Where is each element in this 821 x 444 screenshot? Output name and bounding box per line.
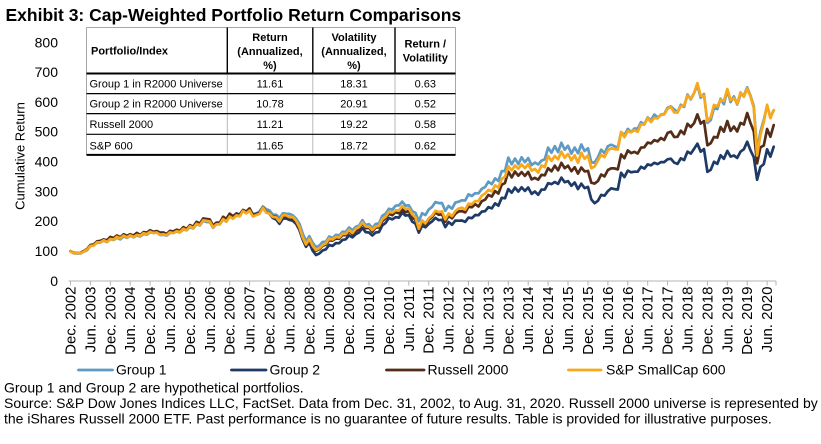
svg-text:0.63: 0.63 (415, 79, 436, 91)
svg-text:18.31: 18.31 (340, 79, 368, 91)
svg-text:700: 700 (35, 64, 59, 80)
svg-text:Jun. 2006: Jun. 2006 (202, 287, 219, 353)
svg-text:(Annualized,: (Annualized, (237, 46, 302, 58)
svg-text:200: 200 (35, 213, 59, 229)
svg-text:600: 600 (35, 94, 59, 110)
svg-text:11.21: 11.21 (257, 119, 284, 131)
svg-text:(Annualized,: (Annualized, (321, 46, 386, 58)
svg-text:Exhibit 3: Cap-Weighted Portfo: Exhibit 3: Cap-Weighted Portfolio Return… (6, 5, 462, 25)
svg-text:Jun. 2014: Jun. 2014 (520, 287, 537, 353)
svg-text:Cumulative Return: Cumulative Return (13, 102, 28, 210)
svg-text:Dec. 2011: Dec. 2011 (421, 287, 438, 354)
svg-text:Jun. 2005: Jun. 2005 (162, 287, 179, 353)
svg-text:Russell 2000: Russell 2000 (428, 362, 509, 378)
svg-text:Dec. 2018: Dec. 2018 (699, 287, 716, 355)
svg-text:Jun. 2003: Jun. 2003 (82, 287, 99, 353)
svg-text:Dec. 2017: Dec. 2017 (660, 287, 677, 355)
svg-text:Portfolio/Index: Portfolio/Index (91, 46, 169, 58)
svg-text:Dec. 2009: Dec. 2009 (341, 287, 358, 355)
svg-text:Source: S&P Dow Jones Indices: Source: S&P Dow Jones Indices LLC, FactS… (4, 395, 818, 411)
svg-text:100: 100 (35, 243, 59, 259)
svg-text:18.72: 18.72 (340, 141, 368, 153)
svg-text:Jun. 2016: Jun. 2016 (600, 287, 617, 353)
svg-text:0.52: 0.52 (415, 99, 436, 111)
svg-text:Dec. 2016: Dec. 2016 (620, 287, 637, 355)
svg-text:Return: Return (252, 32, 288, 44)
svg-text:%): %) (347, 60, 361, 72)
svg-text:Jun. 2017: Jun. 2017 (640, 287, 657, 353)
svg-text:Dec. 2007: Dec. 2007 (262, 287, 279, 355)
svg-text:Dec. 2019: Dec. 2019 (739, 287, 756, 355)
svg-text:Jun. 2020: Jun. 2020 (759, 287, 776, 353)
svg-text:400: 400 (35, 154, 59, 170)
svg-text:Dec. 2010: Dec. 2010 (381, 287, 398, 355)
svg-text:Dec. 2012: Dec. 2012 (461, 287, 478, 355)
svg-text:Dec. 2002: Dec. 2002 (63, 287, 80, 355)
svg-text:Group 2: Group 2 (270, 362, 321, 378)
svg-text:500: 500 (35, 124, 59, 140)
svg-text:Jun. 2018: Jun. 2018 (680, 287, 697, 353)
svg-text:Jun. 2011: Jun. 2011 (401, 287, 418, 352)
svg-text:Volatility: Volatility (403, 53, 449, 65)
svg-text:10.78: 10.78 (256, 99, 284, 111)
svg-text:Russell 2000: Russell 2000 (90, 119, 154, 131)
svg-text:Dec. 2015: Dec. 2015 (580, 287, 597, 355)
svg-text:Jun. 2019: Jun. 2019 (719, 287, 736, 353)
svg-text:Jun. 2010: Jun. 2010 (361, 287, 378, 353)
svg-text:300: 300 (35, 183, 59, 199)
svg-text:Jun. 2004: Jun. 2004 (122, 287, 139, 353)
svg-text:Dec. 2004: Dec. 2004 (142, 287, 159, 355)
svg-text:800: 800 (35, 34, 59, 50)
svg-text:11.61: 11.61 (257, 79, 284, 91)
svg-text:Group 2 in R2000 Universe: Group 2 in R2000 Universe (90, 99, 223, 111)
svg-text:11.65: 11.65 (257, 141, 284, 153)
svg-text:Group 1: Group 1 (116, 362, 167, 378)
svg-text:S&P 600: S&P 600 (90, 141, 133, 153)
svg-text:0.58: 0.58 (415, 119, 436, 131)
svg-text:Dec. 2013: Dec. 2013 (500, 287, 517, 355)
svg-text:%): %) (263, 60, 277, 72)
svg-text:20.91: 20.91 (340, 99, 368, 111)
svg-text:Group 1 in R2000 Universe: Group 1 in R2000 Universe (90, 79, 223, 91)
svg-text:Jun. 2015: Jun. 2015 (560, 287, 577, 353)
svg-text:0.62: 0.62 (415, 141, 436, 153)
svg-text:Jun. 2012: Jun. 2012 (441, 286, 458, 352)
svg-text:Jun. 2008: Jun. 2008 (281, 287, 298, 353)
svg-text:Return /: Return / (405, 39, 447, 51)
svg-text:Dec. 2014: Dec. 2014 (540, 287, 557, 355)
svg-text:Dec. 2006: Dec. 2006 (222, 287, 239, 355)
svg-text:Dec. 2008: Dec. 2008 (301, 287, 318, 355)
svg-text:Jun. 2009: Jun. 2009 (321, 287, 338, 353)
svg-text:Jun. 2013: Jun. 2013 (480, 287, 497, 353)
svg-text:Dec. 2005: Dec. 2005 (182, 287, 199, 355)
svg-text:Group 1 and Group 2 are hypoth: Group 1 and Group 2 are hypothetical por… (4, 380, 304, 396)
svg-text:S&P SmallCap 600: S&P SmallCap 600 (606, 362, 726, 378)
svg-text:19.22: 19.22 (340, 119, 368, 131)
svg-text:the iShares Russell 2000 ETF.: the iShares Russell 2000 ETF. Past perfo… (4, 411, 772, 427)
svg-text:0: 0 (50, 273, 58, 289)
svg-text:Jun. 2007: Jun. 2007 (242, 287, 259, 353)
svg-text:Volatility: Volatility (331, 32, 377, 44)
svg-text:Dec. 2003: Dec. 2003 (102, 287, 119, 355)
